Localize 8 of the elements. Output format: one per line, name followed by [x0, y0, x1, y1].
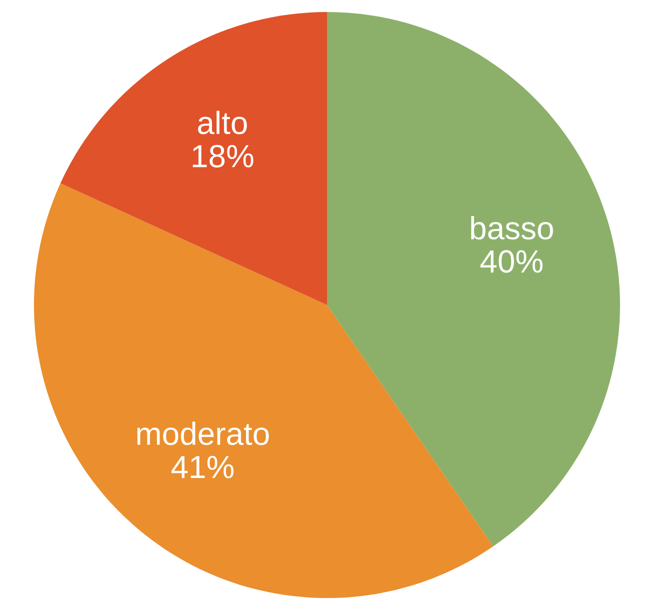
- slice-label: basso: [471, 216, 553, 240]
- data-label: 18%: [192, 144, 254, 168]
- pie-slice: [327, 12, 620, 546]
- pie-slice: [60, 12, 327, 305]
- data-label: 41%: [171, 456, 234, 478]
- data-label: 40%: [480, 250, 543, 273]
- slice-label: alto: [198, 110, 247, 134]
- slice-label: moderato: [137, 422, 269, 446]
